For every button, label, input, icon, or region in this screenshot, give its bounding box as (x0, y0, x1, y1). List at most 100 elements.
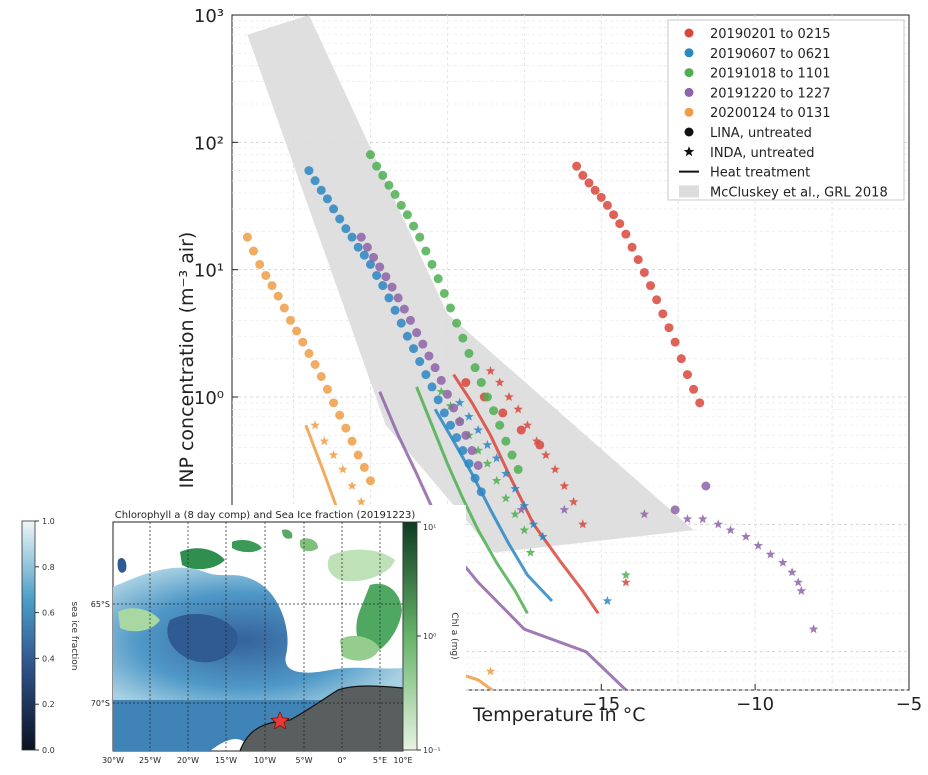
chlorophyll-colorbar-ticks: 10⁻¹ 10⁰ 10¹ (417, 521, 441, 755)
legend-label: LINA, untreated (710, 126, 812, 141)
y-tick-label: 10² (194, 133, 224, 154)
map-graticule (113, 522, 403, 751)
legend-marker (679, 185, 699, 198)
lina-point (639, 268, 649, 278)
inda-point (725, 525, 736, 535)
lina-point (464, 459, 474, 469)
inda-point (519, 500, 530, 510)
lina-point (609, 210, 619, 220)
inda-point (550, 464, 560, 474)
heat-treatment-line (433, 408, 554, 603)
legend-entry: INDA, untreated (683, 146, 814, 161)
inda-point (482, 458, 493, 468)
lina-point (467, 446, 477, 456)
longitude-label: 25°W (139, 756, 161, 765)
lina-point (670, 505, 680, 515)
lina-point (418, 339, 428, 349)
lina-point (341, 224, 351, 234)
lina-point (329, 398, 339, 408)
inda-point (464, 411, 474, 421)
chlorophyll-colorbar (402, 521, 418, 751)
lina-point (455, 417, 465, 427)
inda-point (455, 397, 465, 407)
longitude-label: 10°W (254, 756, 276, 765)
lina-point (396, 318, 406, 328)
lina-point (633, 255, 643, 265)
lina-point (298, 337, 308, 347)
lina-point (393, 293, 403, 303)
lina-point (652, 295, 662, 305)
x-axis-label: Temperature in °C (472, 704, 646, 726)
lina-point (439, 288, 449, 298)
lina-point (384, 180, 394, 190)
lina-point (458, 333, 468, 343)
inda-point (436, 386, 446, 396)
lina-point (412, 328, 422, 338)
y-tick-label: 10³ (194, 6, 224, 27)
inda-point (698, 514, 708, 524)
lina-point (421, 370, 431, 380)
lina-point (273, 291, 283, 301)
lina-point (482, 392, 492, 402)
lina-point (452, 433, 462, 443)
inda-point (485, 666, 496, 676)
lina-point (249, 246, 259, 256)
lina-point (316, 185, 326, 195)
lina-point (359, 250, 369, 260)
lina-point (430, 363, 440, 373)
lina-point (347, 436, 357, 446)
lina-point (590, 185, 600, 195)
lina-point (572, 161, 582, 171)
lina-point (445, 303, 455, 313)
longitude-label: 0° (337, 756, 346, 765)
inda-point (682, 514, 693, 524)
lina-point (470, 473, 480, 483)
lina-point (322, 194, 332, 204)
legend-entry: 20191220 to 1227 (684, 86, 831, 101)
inda-point (793, 577, 803, 587)
lina-point (627, 242, 637, 252)
lina-point (353, 450, 363, 460)
lina-point (476, 487, 486, 497)
inda-point (328, 450, 339, 460)
lina-point (489, 406, 499, 416)
lina-point (578, 170, 588, 180)
lina-point (353, 242, 363, 252)
lina-point (646, 281, 656, 291)
inda-point (713, 519, 723, 529)
lina-point (365, 150, 375, 160)
inda-point (522, 420, 533, 430)
colorbar-tick-label: 0.2 (42, 700, 55, 709)
lina-point (415, 232, 425, 242)
lina-point (405, 315, 415, 325)
inda-point (808, 624, 819, 634)
x-tick-label: −10 (736, 694, 774, 715)
lina-point (415, 357, 425, 367)
lina-point (267, 281, 277, 291)
lina-point (304, 348, 314, 358)
lina-point (596, 192, 606, 202)
lina-point (445, 420, 455, 430)
lina-point (372, 161, 382, 171)
lina-point (476, 377, 486, 387)
legend-label: 20191220 to 1227 (710, 86, 831, 101)
inda-point (516, 504, 526, 514)
lina-point (501, 436, 511, 446)
inda-point (338, 464, 348, 474)
lina-point (242, 232, 252, 242)
latitude-label: 70°S (91, 699, 110, 708)
chlorophyll-patches (118, 529, 402, 661)
inda-point (741, 531, 751, 541)
map-axis-labels: 65°S 70°S 30°W 25°W 20°W 15°W 10°W 5°W 0° 5°E 10°E (91, 600, 413, 765)
inda-point (491, 453, 502, 463)
inda-point (753, 540, 763, 550)
mccluskey-band (247, 15, 694, 553)
colorbar-tick-label: 0.8 (42, 563, 55, 572)
lina-point (365, 259, 375, 269)
sea-ice-colorbar-ticks: 0.0 0.2 0.4 0.6 0.8 1.0 (35, 517, 55, 755)
lina-point (458, 446, 468, 456)
lina-point (329, 204, 339, 214)
longitude-label: 30°W (102, 756, 124, 765)
lina-point (658, 309, 668, 319)
sea-ice-colorbar-label: sea ice fraction (69, 601, 79, 670)
